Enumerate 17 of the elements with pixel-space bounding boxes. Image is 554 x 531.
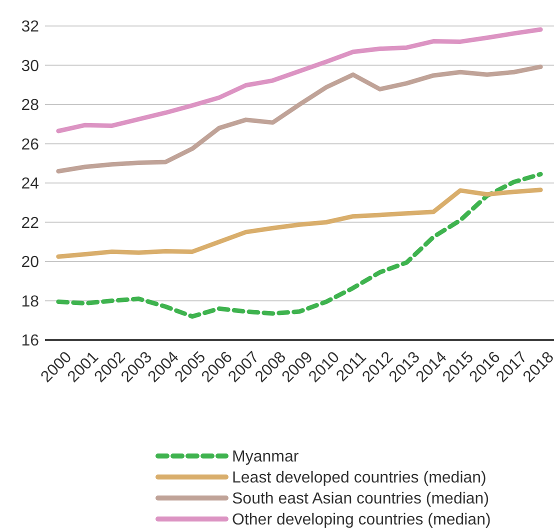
line-series (56, 188, 543, 259)
y-tick-label: 24 (21, 176, 40, 193)
y-tick-label: 22 (21, 214, 40, 232)
y-tick-label: 28 (21, 97, 40, 114)
legend-label: Other developing countries (median) (232, 512, 491, 529)
line-series (56, 172, 543, 319)
y-tick-label: 18 (21, 293, 40, 310)
y-tick-label: 16 (21, 332, 40, 350)
legend-label: Myanmar (232, 448, 300, 466)
legend-label: Least developed countries (median) (232, 470, 486, 487)
y-tick-label: 30 (21, 58, 40, 75)
legend-label: South east Asian countries (median) (232, 490, 490, 508)
y-tick-label: 32 (21, 18, 40, 36)
line-series (56, 64, 543, 174)
line-series (56, 27, 543, 134)
y-tick-label: 26 (21, 136, 40, 154)
y-tick-label: 20 (21, 254, 40, 272)
